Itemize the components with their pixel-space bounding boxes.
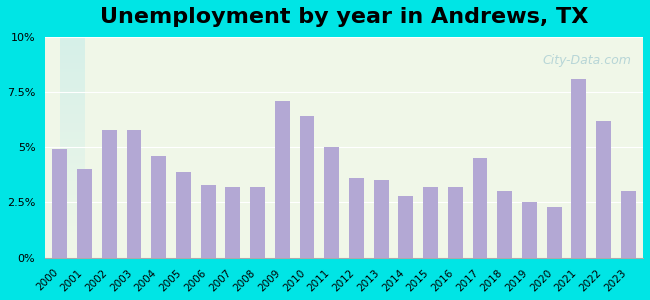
Bar — [621, 191, 636, 258]
Bar — [176, 172, 191, 258]
Bar — [423, 187, 438, 258]
Title: Unemployment by year in Andrews, TX: Unemployment by year in Andrews, TX — [100, 7, 588, 27]
Bar — [275, 101, 290, 258]
Bar — [398, 196, 413, 258]
Bar — [374, 180, 389, 258]
Bar — [102, 130, 117, 258]
Bar — [53, 149, 68, 258]
Bar — [522, 202, 537, 258]
Bar — [250, 187, 265, 258]
Bar — [226, 187, 240, 258]
Bar — [127, 130, 142, 258]
Bar — [324, 147, 339, 258]
Bar — [473, 158, 488, 258]
Bar — [497, 191, 512, 258]
Bar — [547, 207, 562, 258]
Bar — [77, 169, 92, 258]
Bar — [571, 79, 586, 258]
Bar — [201, 185, 216, 258]
Text: City-Data.com: City-Data.com — [542, 55, 631, 68]
Bar — [349, 178, 364, 258]
Bar — [300, 116, 315, 258]
Bar — [151, 156, 166, 258]
Bar — [596, 121, 611, 258]
Bar — [448, 187, 463, 258]
